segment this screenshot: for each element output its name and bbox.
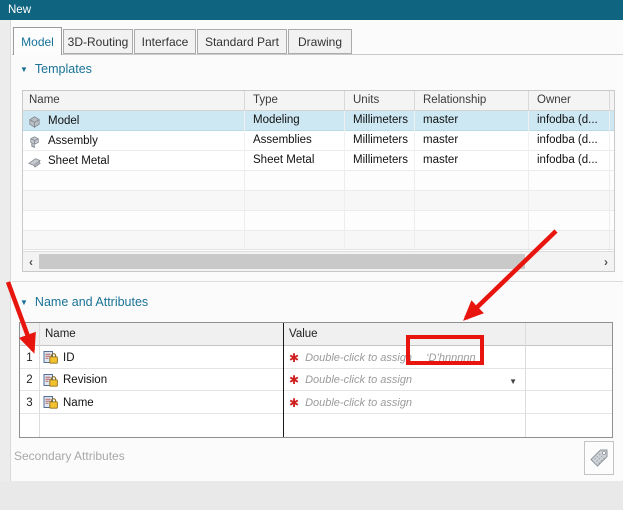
tab-standard-part[interactable]: Standard Part bbox=[197, 29, 287, 54]
collapse-arrow-icon: ▼ bbox=[20, 64, 28, 74]
section-divider bbox=[12, 281, 623, 282]
name-value-divider[interactable] bbox=[283, 323, 284, 437]
attributes-section-header[interactable]: ▼ Name and Attributes bbox=[20, 295, 148, 309]
locked-attribute-icon bbox=[43, 373, 59, 388]
attributes-empty-row bbox=[20, 414, 612, 436]
col-header-owner[interactable]: Owner bbox=[528, 91, 609, 111]
col-header-relationship[interactable]: Relationship bbox=[414, 91, 528, 111]
attributes-section-label: Name and Attributes bbox=[34, 295, 149, 309]
template-row-model[interactable]: Model Modeling Millimeters master infodb… bbox=[23, 111, 614, 131]
templates-hscrollbar[interactable]: ‹ › bbox=[23, 251, 614, 271]
attribute-row-name[interactable]: 3 Name ✱ Double-click to assign bbox=[20, 391, 612, 414]
tab-interface[interactable]: Interface bbox=[134, 29, 196, 54]
scroll-right-icon[interactable]: › bbox=[604, 254, 608, 269]
scrollbar-thumb[interactable] bbox=[39, 254, 525, 269]
tab-model[interactable]: Model bbox=[13, 27, 62, 55]
dialog-titlebar: New bbox=[0, 0, 623, 20]
templates-table-header: Name Type Units Relationship Owner It bbox=[23, 91, 614, 111]
templates-table: Name Type Units Relationship Owner It Mo… bbox=[22, 90, 615, 272]
col-header-units[interactable]: Units bbox=[344, 91, 414, 111]
tab-drawing[interactable]: Drawing bbox=[288, 29, 352, 54]
secondary-attributes-button[interactable] bbox=[584, 441, 614, 475]
attr-col-header-value[interactable]: Value bbox=[289, 328, 318, 340]
naming-pattern-hint: ‘D’hnnnnn bbox=[426, 351, 476, 364]
assembly-icon bbox=[27, 134, 42, 149]
scroll-left-icon[interactable]: ‹ bbox=[29, 254, 33, 269]
attributes-table-header: Name Value bbox=[20, 323, 612, 346]
collapse-arrow-icon: ▼ bbox=[20, 297, 28, 307]
required-asterisk-icon: ✱ bbox=[289, 373, 300, 387]
locked-attribute-icon bbox=[43, 395, 59, 410]
value-cell-id[interactable]: ✱ Double-click to assign ‘D’hnnnnn bbox=[289, 350, 476, 365]
attribute-row-revision[interactable]: 2 Revision ✱ Double-click to assign ▼ bbox=[20, 369, 612, 391]
col-header-type[interactable]: Type bbox=[244, 91, 344, 111]
attr-col-header-name[interactable]: Name bbox=[45, 328, 76, 340]
secondary-attributes-label: Secondary Attributes bbox=[14, 449, 125, 463]
tabstrip-baseline bbox=[12, 54, 623, 55]
locked-attribute-icon bbox=[43, 350, 59, 365]
tab-3d-routing[interactable]: 3D-Routing bbox=[63, 29, 133, 54]
templates-section-header[interactable]: ▼ Templates bbox=[20, 62, 92, 76]
col-header-item[interactable]: It bbox=[609, 91, 618, 111]
dialog-left-margin bbox=[0, 20, 11, 481]
templates-section-label: Templates bbox=[34, 62, 92, 76]
template-row-sheet-metal[interactable]: Sheet Metal Sheet Metal Millimeters mast… bbox=[23, 151, 614, 171]
value-cell-revision[interactable]: ✱ Double-click to assign ▼ bbox=[289, 373, 517, 387]
revision-dropdown-icon[interactable]: ▼ bbox=[509, 377, 517, 386]
tag-icon bbox=[588, 447, 610, 469]
sheet-metal-icon bbox=[27, 154, 42, 169]
attribute-row-id[interactable]: 1 ID ✱ Double-click to assign ‘D’hnnnnn bbox=[20, 346, 612, 369]
value-cell-name[interactable]: ✱ Double-click to assign bbox=[289, 395, 413, 410]
required-asterisk-icon: ✱ bbox=[289, 395, 300, 410]
col-header-name[interactable]: Name bbox=[29, 94, 60, 106]
required-asterisk-icon: ✱ bbox=[289, 350, 300, 365]
template-row-assembly[interactable]: Assembly Assemblies Millimeters master i… bbox=[23, 131, 614, 151]
templates-empty-rows bbox=[23, 171, 614, 250]
dialog-title: New bbox=[8, 4, 32, 16]
model-part-icon bbox=[27, 114, 42, 129]
attributes-table: Name Value 1 ID ✱ Double-click to assign… bbox=[19, 322, 613, 438]
